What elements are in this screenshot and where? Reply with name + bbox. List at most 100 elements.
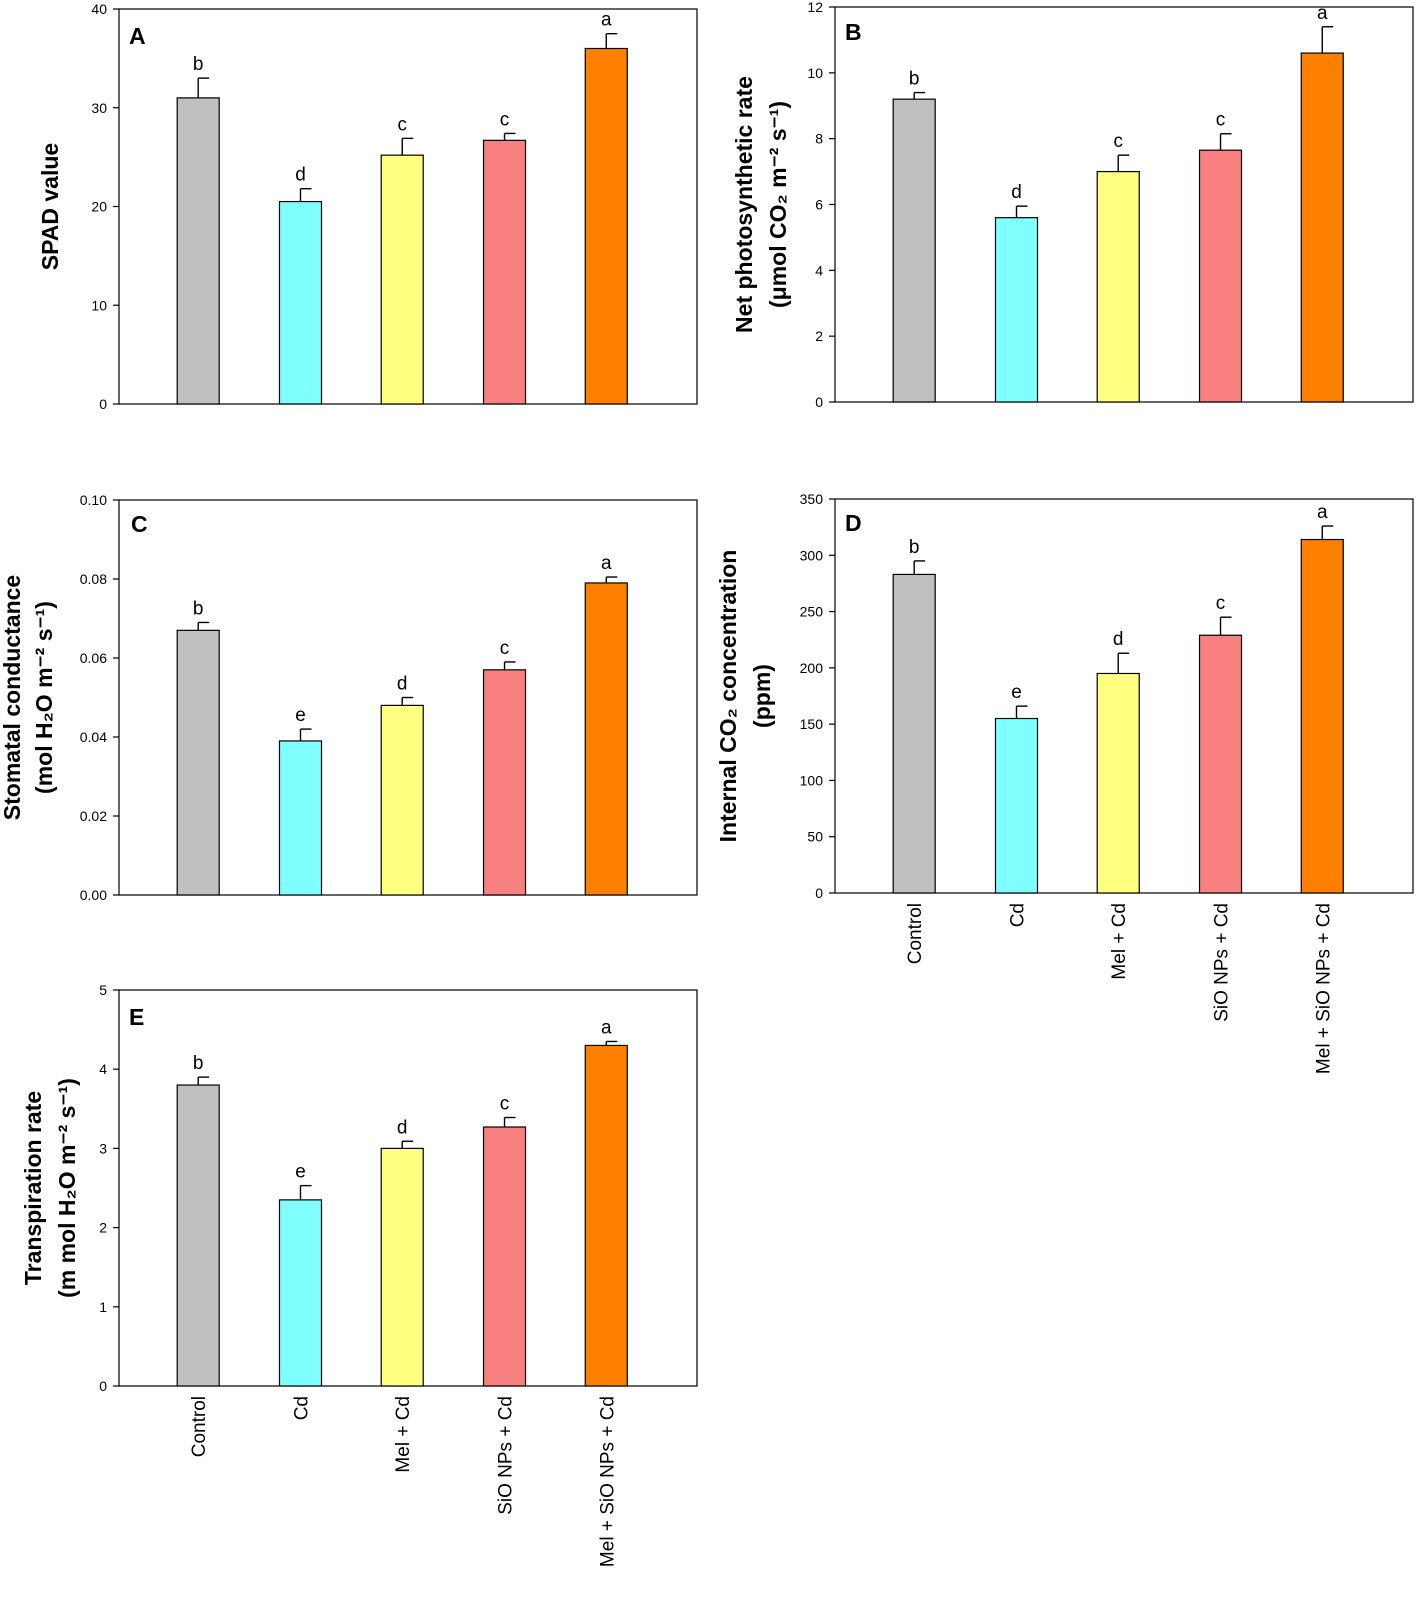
significance-letter: b bbox=[193, 1053, 204, 1074]
y-tick-label: 8 bbox=[815, 131, 823, 147]
significance-letter: d bbox=[1011, 182, 1022, 203]
significance-letter: c bbox=[1216, 593, 1226, 614]
y-tick-label: 4 bbox=[815, 262, 823, 278]
y-tick-label: 10 bbox=[807, 65, 823, 81]
bar bbox=[380, 704, 424, 896]
bar bbox=[1198, 149, 1243, 403]
bar bbox=[584, 582, 628, 896]
significance-letter: c bbox=[500, 109, 510, 130]
significance-letter: c bbox=[500, 638, 510, 659]
panel-letter: E bbox=[129, 1004, 144, 1030]
y-axis-title: SPAD value bbox=[37, 143, 63, 270]
bar bbox=[176, 1084, 220, 1387]
significance-letter: a bbox=[601, 1017, 612, 1038]
y-tick-label: 0.00 bbox=[80, 887, 107, 903]
y-tick-label: 0 bbox=[815, 885, 823, 901]
significance-letter: c bbox=[500, 1094, 510, 1115]
significance-letter: c bbox=[397, 114, 407, 135]
y-tick-label: 30 bbox=[91, 100, 107, 116]
x-category-label: Mel + Cd bbox=[1109, 903, 1130, 980]
significance-letter: b bbox=[909, 69, 920, 90]
y-axis-title: (μmol CO₂ m⁻² s⁻¹) bbox=[765, 101, 791, 308]
significance-letter: c bbox=[1113, 131, 1123, 152]
panel-A: 0 10 20 30 40 b d c c a SPAD value A bbox=[37, 1, 698, 412]
y-tick-label: 3 bbox=[99, 1140, 107, 1156]
significance-letter: d bbox=[1113, 629, 1124, 650]
panel-letter: D bbox=[845, 510, 862, 536]
y-tick-label: 50 bbox=[807, 829, 823, 845]
panel-letter: B bbox=[845, 19, 862, 45]
panel-C: 0.00 0.02 0.04 0.06 0.08 0.10 b e d c a Stomatal co… bbox=[0, 492, 698, 903]
bar bbox=[380, 1147, 424, 1387]
y-tick-label: 1 bbox=[99, 1299, 107, 1315]
significance-letter: e bbox=[1011, 682, 1022, 703]
y-tick-label: 0.06 bbox=[80, 650, 107, 666]
bar bbox=[176, 97, 220, 405]
bar bbox=[482, 1126, 527, 1387]
bar bbox=[482, 669, 527, 896]
y-tick-label: 10 bbox=[91, 297, 107, 313]
y-axis-title: Stomatal conductance bbox=[0, 575, 25, 820]
y-axis-title: Net photosynthetic rate bbox=[731, 76, 757, 333]
y-tick-label: 350 bbox=[800, 491, 824, 507]
significance-letter: b bbox=[193, 54, 204, 75]
y-axis-title: (m mol H₂O m⁻² s⁻¹) bbox=[54, 1078, 80, 1298]
x-category-label: Cd bbox=[1007, 903, 1028, 927]
y-tick-label: 0 bbox=[99, 396, 107, 412]
y-tick-label: 300 bbox=[800, 547, 824, 563]
y-tick-label: 0.10 bbox=[80, 492, 107, 508]
y-tick-label: 0 bbox=[99, 1378, 107, 1394]
bar bbox=[1300, 538, 1344, 894]
y-axis-title: (ppm) bbox=[749, 664, 775, 728]
bar bbox=[1096, 170, 1140, 403]
y-tick-label: 20 bbox=[91, 199, 107, 215]
bar bbox=[892, 98, 936, 403]
panel-E: 0 1 2 3 4 5 b Control e Cd d Mel + Cd c SiO NPs + Cd a… bbox=[20, 982, 698, 1567]
y-tick-label: 150 bbox=[800, 716, 824, 732]
panel-letter: A bbox=[129, 23, 146, 49]
bar bbox=[176, 629, 220, 896]
significance-letter: b bbox=[193, 598, 204, 619]
significance-letter: a bbox=[601, 10, 612, 31]
bar bbox=[482, 139, 527, 405]
bar bbox=[1096, 672, 1140, 894]
y-tick-label: 40 bbox=[91, 1, 107, 17]
bar bbox=[994, 217, 1039, 403]
significance-letter: e bbox=[295, 1162, 306, 1183]
bar bbox=[892, 573, 936, 894]
bar bbox=[278, 200, 323, 405]
x-category-label: Cd bbox=[291, 1396, 312, 1420]
significance-letter: d bbox=[295, 165, 306, 186]
y-axis-title: Internal CO₂ concentration bbox=[715, 550, 741, 843]
bar bbox=[278, 1199, 323, 1387]
y-tick-label: 0.08 bbox=[80, 571, 107, 587]
significance-letter: a bbox=[1317, 502, 1328, 523]
y-tick-label: 100 bbox=[800, 772, 824, 788]
panel-letter: C bbox=[131, 511, 148, 537]
y-tick-label: 0.04 bbox=[80, 729, 107, 745]
bar bbox=[584, 47, 628, 405]
x-category-label: Mel + SiO NPs + Cd bbox=[1313, 903, 1334, 1074]
significance-letter: a bbox=[601, 553, 612, 574]
bar bbox=[584, 1044, 628, 1387]
y-tick-label: 5 bbox=[99, 982, 107, 998]
x-category-label: Control bbox=[905, 903, 926, 964]
significance-letter: d bbox=[397, 674, 408, 695]
x-category-label: SiO NPs + Cd bbox=[1212, 903, 1233, 1022]
x-category-label: Mel + Cd bbox=[393, 1396, 414, 1473]
y-tick-label: 4 bbox=[99, 1061, 107, 1077]
bar bbox=[380, 154, 424, 405]
x-category-label: Control bbox=[189, 1396, 210, 1457]
y-tick-label: 0.02 bbox=[80, 808, 107, 824]
y-tick-label: 6 bbox=[815, 197, 823, 213]
y-axis-title: (mol H₂O m⁻² s⁻¹) bbox=[31, 601, 57, 794]
significance-letter: c bbox=[1216, 110, 1226, 131]
significance-letter: e bbox=[295, 705, 306, 726]
x-category-label: Mel + SiO NPs + Cd bbox=[597, 1396, 618, 1567]
y-tick-label: 2 bbox=[99, 1220, 107, 1236]
significance-letter: d bbox=[397, 1117, 408, 1138]
y-axis-title: Transpiration rate bbox=[20, 1091, 46, 1285]
y-tick-label: 200 bbox=[800, 660, 824, 676]
y-tick-label: 0 bbox=[815, 394, 823, 410]
